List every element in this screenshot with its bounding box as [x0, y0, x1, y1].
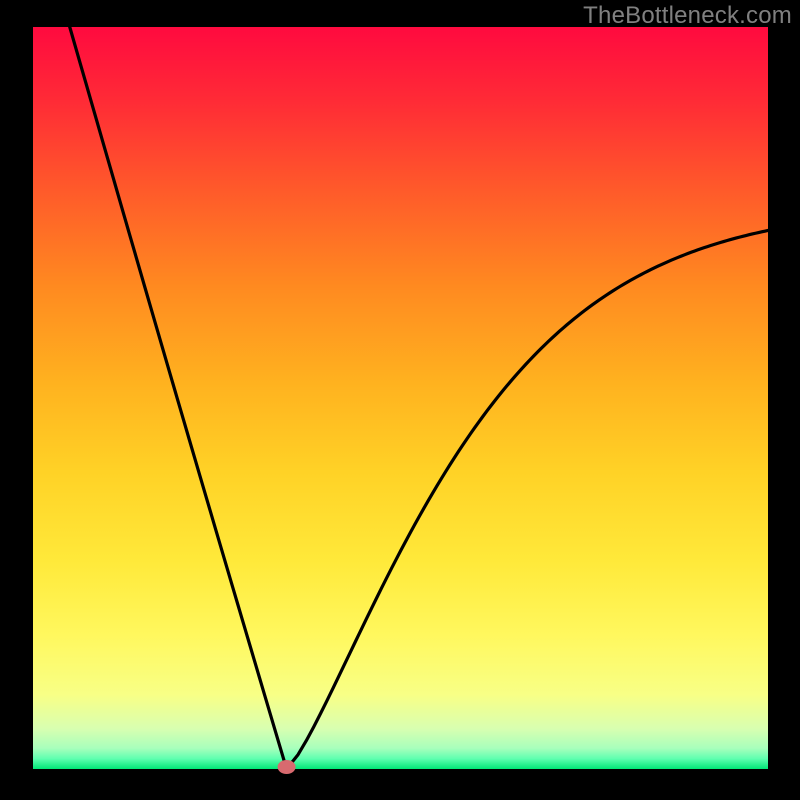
plot-background — [33, 27, 768, 769]
chart-container: { "meta": { "watermark_text": "TheBottle… — [0, 0, 800, 800]
optimum-marker — [278, 760, 296, 774]
watermark-text: TheBottleneck.com — [583, 2, 792, 30]
bottleneck-chart — [0, 0, 800, 800]
